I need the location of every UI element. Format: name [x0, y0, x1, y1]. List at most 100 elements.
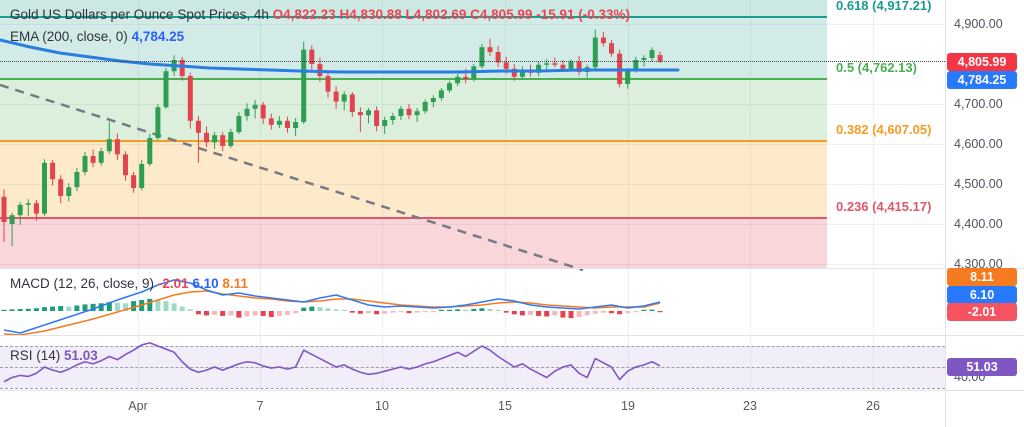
macd-histogram-bar	[228, 311, 234, 316]
macd-histogram-bar	[82, 304, 88, 311]
macd-histogram-bar	[155, 300, 161, 311]
macd-histogram-bar	[163, 301, 169, 311]
price-tick: 4,400.00	[954, 217, 1003, 231]
fib-line-4415.17	[0, 216, 827, 219]
macd-histogram-bar	[649, 309, 655, 311]
ohlc-high: H4,830.88	[339, 7, 402, 22]
horizontal-gridline	[0, 24, 945, 25]
rsi-level-50	[0, 367, 945, 368]
macd-histogram-bar	[220, 311, 226, 316]
macd-histogram-bar	[657, 311, 663, 313]
ema-label: EMA (200, close, 0)	[10, 29, 128, 44]
macd-histogram-bar	[42, 307, 47, 311]
macd-histogram-bar	[374, 311, 380, 315]
axis-badge: 6.10	[947, 285, 1017, 304]
macd-histogram-bar	[17, 309, 23, 311]
price-tick: 4,700.00	[954, 97, 1003, 111]
rsi-pane-separator[interactable]	[0, 335, 1024, 336]
fib-zone-2	[0, 79, 827, 142]
time-axis-label[interactable]: Apr	[128, 399, 148, 413]
macd-histogram-bar	[519, 311, 525, 316]
time-axis-separator	[0, 390, 1024, 391]
ohlc-close: C4,805.99	[470, 7, 533, 22]
macd-histogram-bar	[471, 308, 477, 311]
axis-badge: 4,805.99	[947, 53, 1017, 71]
ema-legend-row[interactable]: EMA (200, close, 0) 4,784.25	[10, 29, 184, 44]
fib-zone-1	[0, 17, 827, 80]
ohlc-open: O4,822.23	[272, 7, 336, 22]
rsi-level-70	[0, 346, 945, 347]
macd-histogram-bar	[9, 309, 15, 311]
macd-histogram-bar	[106, 302, 112, 311]
macd-histogram-bar	[487, 308, 493, 311]
symbol-legend-row[interactable]: Gold US Dollars per Ounce Spot Prices, 4…	[10, 7, 630, 22]
macd-histogram-bar	[495, 309, 501, 311]
time-axis-label[interactable]: 10	[375, 399, 389, 413]
macd-histogram-bar	[455, 309, 461, 311]
macd-histogram-bar	[268, 311, 274, 318]
current-price-line	[0, 61, 945, 62]
price-tick: 4,900.00	[954, 17, 1003, 31]
macd-histogram-bar	[617, 311, 623, 315]
horizontal-gridline	[0, 184, 945, 185]
price-axis-separator[interactable]	[945, 0, 946, 427]
macd-histogram-bar	[212, 311, 218, 315]
macd-histogram-bar	[66, 306, 72, 311]
vertical-gridline	[382, 0, 383, 390]
macd-histogram-bar	[114, 302, 120, 311]
time-axis-label[interactable]: 7	[256, 399, 264, 413]
rsi-value: 51.03	[64, 348, 98, 363]
time-axis-label[interactable]: 15	[498, 399, 512, 413]
fib-line-4917.21	[0, 16, 827, 19]
macd-pane-separator[interactable]	[0, 268, 1024, 269]
fib-label-1: 0.5 (4,762.13)	[836, 60, 917, 76]
macd-legend-row[interactable]: MACD (12, 26, close, 9) -2.01 6.10 8.11	[10, 276, 248, 291]
macd-histogram-bar	[584, 311, 590, 316]
macd-histogram-bar	[609, 311, 614, 314]
macd-histogram-bar	[33, 308, 39, 311]
horizontal-gridline	[0, 224, 945, 225]
symbol-title: Gold US Dollars per Ounce Spot Prices, 4…	[10, 7, 269, 22]
macd-histogram-bar	[309, 306, 315, 311]
macd-histogram-bar	[252, 311, 258, 316]
fib-zone-3	[0, 141, 827, 218]
macd-histogram-bar	[341, 309, 347, 311]
macd-histogram-bar	[633, 311, 639, 313]
vertical-gridline	[138, 0, 139, 390]
macd-histogram-bar	[447, 309, 452, 311]
macd-histogram-bar	[131, 301, 137, 311]
macd-histogram-bar	[641, 309, 647, 311]
vertical-gridline	[873, 0, 874, 390]
time-axis-label[interactable]: 23	[743, 399, 757, 413]
axis-badge: 4,784.25	[947, 71, 1017, 89]
time-axis-label[interactable]: 19	[621, 399, 635, 413]
macd-histogram-bar	[147, 298, 153, 311]
macd-histogram-bar	[74, 305, 80, 311]
macd-histogram-bar	[600, 311, 606, 313]
macd-histogram-bar	[568, 311, 574, 319]
macd-histogram-bar	[349, 311, 355, 313]
horizontal-gridline	[0, 104, 945, 105]
macd-histogram-bar	[552, 311, 558, 316]
macd-histogram-bar	[390, 311, 396, 313]
macd-line-value: 6.10	[192, 276, 219, 291]
fib-label-3: 0.236 (4,415.17)	[836, 198, 932, 214]
macd-histogram-bar	[293, 311, 299, 314]
price-tick: 4,500.00	[954, 177, 1003, 191]
rsi-legend-row[interactable]: RSI (14) 51.03	[10, 348, 98, 363]
macd-histogram-bar	[123, 303, 128, 311]
macd-histogram-bar	[463, 309, 469, 311]
macd-histogram-bar	[139, 300, 145, 311]
macd-histogram-bar	[260, 311, 266, 316]
macd-histogram-bar	[576, 311, 582, 318]
macd-histogram-bar	[98, 303, 104, 311]
macd-histogram-bar	[171, 303, 177, 311]
macd-signal-value: 8.11	[222, 276, 248, 291]
macd-histogram-bar	[357, 311, 363, 314]
time-axis-label[interactable]: 26	[866, 399, 880, 413]
fib-line-4607.05	[0, 140, 827, 143]
macd-histogram-bar	[511, 311, 517, 315]
macd-histogram-bar	[560, 311, 566, 318]
vertical-gridline	[505, 0, 506, 390]
